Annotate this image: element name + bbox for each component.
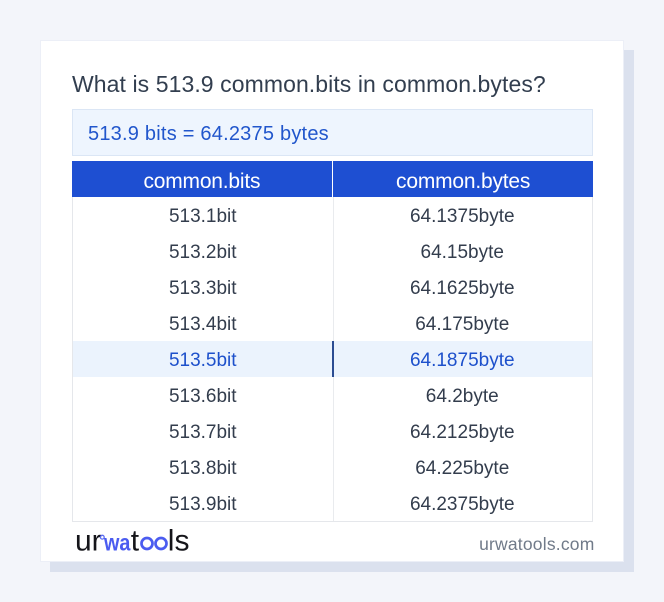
svg-text:ls: ls: [167, 527, 189, 557]
svg-text:ur: ur: [75, 527, 102, 557]
svg-text:t: t: [130, 527, 139, 557]
svg-text:wa: wa: [103, 529, 130, 555]
